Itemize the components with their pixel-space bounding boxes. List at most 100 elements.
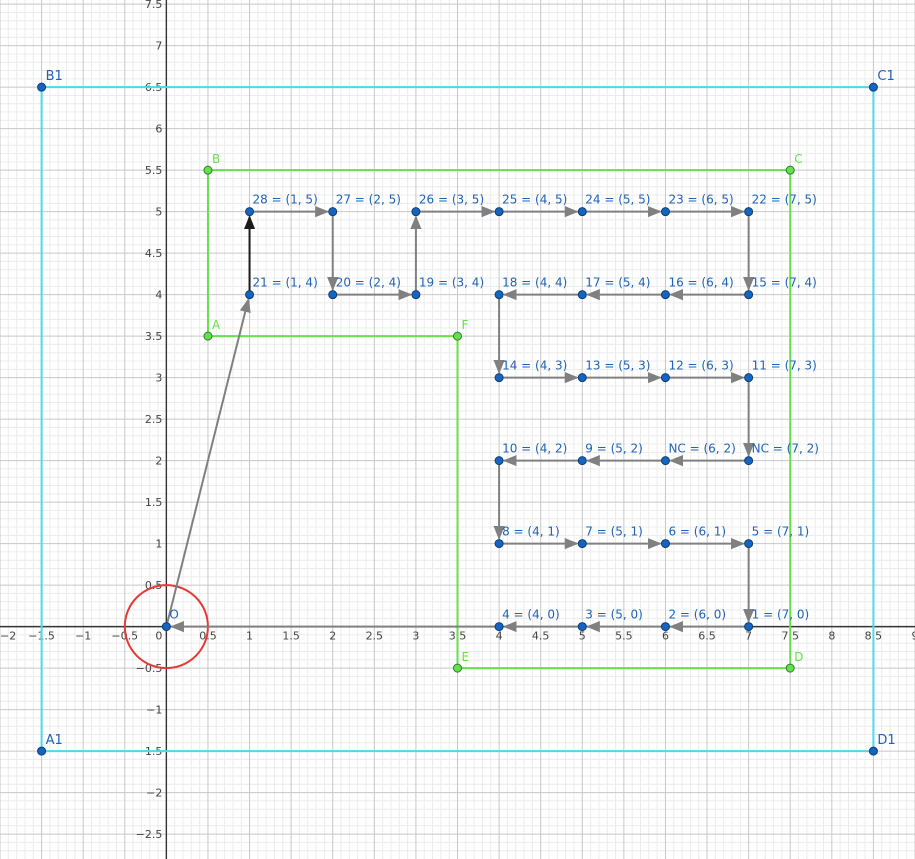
point-label: 3 = (5, 0) [585,608,643,622]
point-label: 17 = (5, 4) [585,276,650,290]
y-tick-label: −1 [146,704,162,717]
x-tick-label: −2 [0,630,16,643]
point-label: 18 = (4, 4) [502,276,567,290]
point-label: 28 = (1, 5) [253,193,318,207]
x-tick-label: 0 [155,630,162,643]
point [577,373,587,383]
x-tick-label: 6 [662,630,669,643]
point [660,622,670,632]
point [660,373,670,383]
point [744,373,754,383]
point [577,622,587,632]
point [494,456,504,466]
y-tick-label: −2.5 [136,828,163,841]
vertex-label: A1 [46,733,63,748]
x-tick-label: 7 [745,630,752,643]
x-tick-label: 1.5 [282,630,300,643]
vertex-label: D [794,650,803,664]
y-tick-label: 2 [155,455,162,468]
point-label: 27 = (2, 5) [336,193,401,207]
y-tick-label: 5.5 [145,164,163,177]
point-label: 20 = (2, 4) [336,276,401,290]
vertex-label: F [462,318,469,332]
y-tick-label: 3 [155,372,162,385]
x-tick-label: 5 [579,630,586,643]
point-label: 2 = (6, 0) [668,608,726,622]
vertex-point [203,331,213,341]
x-tick-label: 4 [496,630,503,643]
x-tick-label: 2 [329,630,336,643]
origin-point [161,622,171,632]
point-label: 21 = (1, 4) [253,276,318,290]
point [744,456,754,466]
y-tick-label: 1.5 [145,496,163,509]
point [744,290,754,300]
point-label: 22 = (7, 5) [752,193,817,207]
point-label: 6 = (6, 1) [668,525,726,539]
vertex-point [868,82,878,92]
y-tick-label: −2 [146,787,162,800]
point-label: 7 = (5, 1) [585,525,643,539]
point-label: NC = (6, 2) [668,442,735,456]
point [494,207,504,217]
y-tick-label: 7.5 [145,0,163,11]
vertex-label: C1 [877,69,894,84]
vertex-point [37,82,47,92]
vertex-label: C [794,152,802,166]
vertex-point [453,663,462,673]
y-tick-label: −0.5 [136,662,163,675]
y-tick-label: 5 [155,206,162,219]
point-label: 4 = (4, 0) [502,608,560,622]
x-tick-label: 8 [828,630,835,643]
point [744,207,754,217]
point [245,290,255,300]
point-label: 16 = (6, 4) [668,276,733,290]
vertex-label: D1 [877,733,895,748]
x-tick-label: 2.5 [366,630,384,643]
point-label: 23 = (6, 5) [668,193,733,207]
vertex-point [203,165,213,175]
x-tick-label: 1 [246,630,253,643]
point [660,207,670,217]
point [411,290,421,300]
point-label: 19 = (3, 4) [419,276,484,290]
vertex-point [37,746,47,756]
y-tick-label: 4 [155,289,162,302]
vertex-label: A [212,318,221,332]
point-label: 13 = (5, 3) [585,359,650,373]
point-label: NC = (7, 2) [752,442,819,456]
point [660,539,670,549]
point [494,373,504,383]
vertex-point [453,331,462,341]
point-label: 1 = (7, 0) [752,608,810,622]
x-tick-label: 9 [912,630,915,643]
y-tick-label: 3.5 [145,330,163,343]
y-tick-label: 1 [155,538,162,551]
points-layer: A1 B1 C1 D1 A B C D E F O 1 = (7, 0) 2 = (6, 0) 3 = (… [37,69,896,756]
x-tick-label: 4.5 [532,630,550,643]
y-tick-label: 4.5 [145,247,163,260]
vertex-label: E [462,650,470,664]
point [660,290,670,300]
path-arrow [165,298,251,627]
point [577,207,587,217]
point-label: 11 = (7, 3) [752,359,817,373]
vertex-point [868,746,878,756]
vertex-point [785,663,795,673]
path-arrows [165,206,755,633]
y-tick-label: 7 [155,40,162,53]
point [328,290,338,300]
point-label: 24 = (5, 5) [585,193,650,207]
point [744,622,754,632]
point-label: 12 = (6, 3) [668,359,733,373]
point-label: 9 = (5, 2) [585,442,643,456]
point [411,207,421,217]
vertex-label: B [212,152,220,166]
origin-label: O [169,608,178,622]
axis-tick-labels: −2 −1.5 −1 −0.5 0 0.5 1 1.5 2 2.5 3 3.5 4 4.5 5 5.5 6 6.5… [0,0,915,841]
point [577,290,587,300]
vertex-point [785,165,795,175]
point [245,207,255,217]
x-tick-label: −1 [75,630,91,643]
